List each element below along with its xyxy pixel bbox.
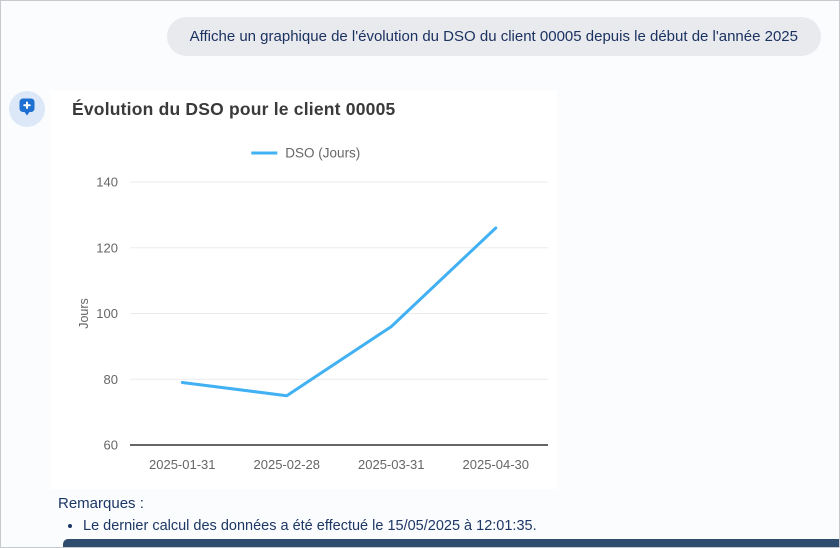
remarks-heading: Remarques :	[58, 495, 144, 512]
remarks-section: Remarques : Le dernier calcul des donnée…	[58, 495, 819, 535]
remarks-item: Le dernier calcul des données a été effe…	[83, 517, 819, 535]
svg-text:2025-02-28: 2025-02-28	[254, 457, 321, 472]
remarks-list: Le dernier calcul des données a été effe…	[58, 517, 819, 535]
dso-chart-card: Évolution du DSO pour le client 00005 60…	[50, 90, 557, 489]
svg-text:140: 140	[96, 175, 118, 190]
svg-text:60: 60	[104, 438, 118, 453]
user-message-text: Affiche un graphique de l'évolution du D…	[189, 28, 798, 45]
svg-text:2025-01-31: 2025-01-31	[149, 457, 216, 472]
svg-text:Jours: Jours	[77, 298, 91, 329]
dso-line-chart[interactable]: 60 80 100 120 140 Jours 2025-01-31 2025-02-28 20…	[50, 140, 557, 480]
svg-text:2025-03-31: 2025-03-31	[358, 457, 425, 472]
assistant-avatar	[9, 91, 45, 127]
svg-text:80: 80	[104, 372, 118, 387]
user-message-bubble: Affiche un graphique de l'évolution du D…	[166, 17, 821, 56]
bottom-panel-edge	[63, 539, 839, 547]
svg-text:2025-04-30: 2025-04-30	[463, 457, 530, 472]
plus-bubble-icon	[18, 97, 36, 121]
svg-text:100: 100	[96, 306, 118, 321]
svg-text:DSO (Jours): DSO (Jours)	[285, 146, 360, 161]
svg-text:120: 120	[96, 240, 118, 255]
chart-title: Évolution du DSO pour le client 00005	[72, 99, 396, 119]
